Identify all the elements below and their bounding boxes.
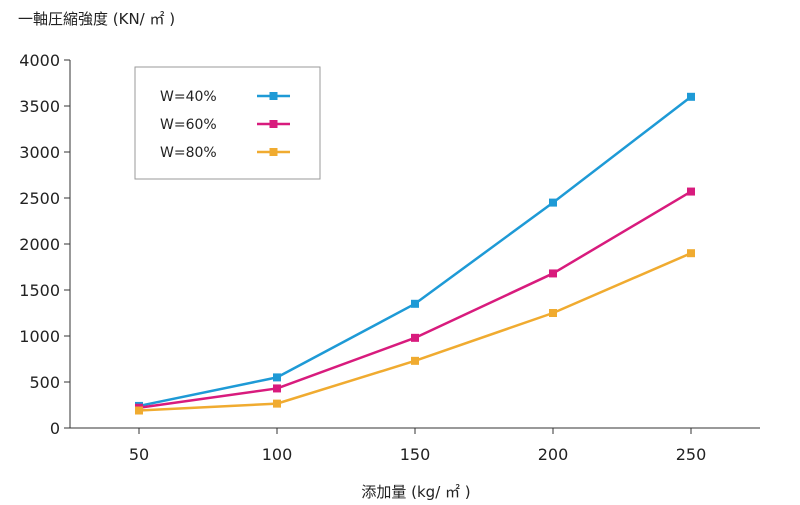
data-point	[687, 249, 695, 258]
y-tick-label: 2000	[19, 235, 60, 254]
data-point	[549, 269, 557, 278]
legend: W=40% W=60% W=80%	[134, 66, 321, 180]
data-point	[549, 309, 557, 317]
series-line	[138, 252, 692, 412]
legend-label: W=40%	[160, 89, 217, 105]
data-point	[273, 384, 281, 393]
y-tick-label: 4000	[19, 51, 60, 70]
data-point	[549, 198, 557, 207]
legend-label: W=60%	[160, 117, 217, 133]
series-2	[135, 187, 695, 412]
series-line	[138, 190, 692, 409]
x-axis-title: 添加量 (kg/ ㎡ )	[361, 483, 470, 501]
x-tick-label: 50	[129, 445, 149, 464]
data-point	[411, 299, 419, 308]
data-point	[135, 406, 143, 415]
y-tick-label: 2500	[19, 189, 60, 208]
data-point	[273, 373, 281, 382]
y-axis-title: 一軸圧縮強度 (KN/ ㎡ )	[18, 10, 175, 28]
data-point	[687, 187, 695, 196]
legend-marker	[269, 92, 278, 100]
y-tick-label: 1000	[19, 327, 60, 346]
y-tick-label: 3500	[19, 97, 60, 116]
y-tick-label: 1500	[19, 281, 60, 300]
legend-label: W=80%	[160, 145, 217, 161]
x-tick-label: 100	[262, 445, 293, 464]
data-point	[411, 356, 419, 365]
legend-marker	[269, 148, 278, 156]
y-tick-label: 3000	[19, 143, 60, 162]
y-tick-label: 0	[50, 419, 60, 438]
legend-marker	[269, 120, 278, 128]
series-layer	[135, 92, 695, 415]
series-3	[135, 249, 695, 415]
x-tick-label: 150	[400, 445, 431, 464]
data-point	[273, 399, 281, 408]
y-tick-label: 500	[29, 373, 60, 392]
x-tick-label: 250	[676, 445, 707, 464]
axes: 0 500 1000 1500 2000 2500 3000 3500 4000 50 100 150…	[19, 51, 760, 464]
data-point	[411, 333, 419, 342]
data-point	[687, 92, 695, 101]
x-tick-label: 200	[538, 445, 569, 464]
